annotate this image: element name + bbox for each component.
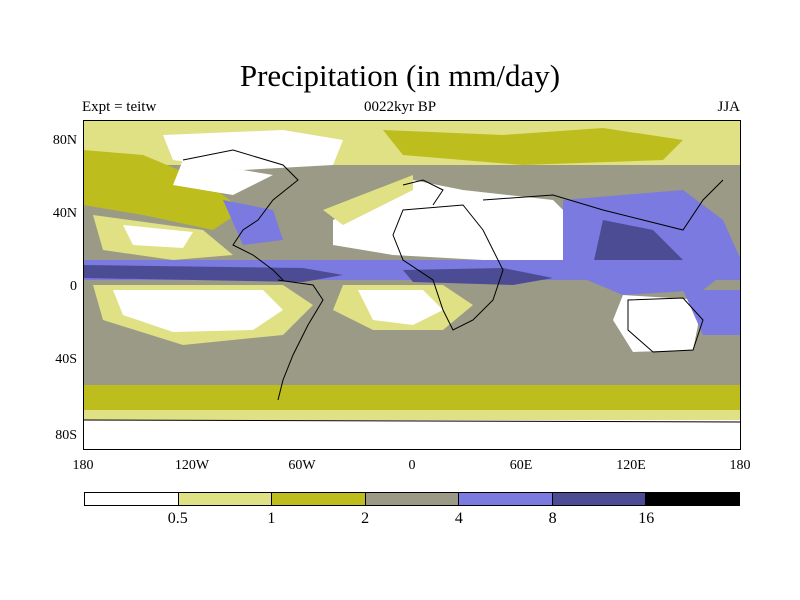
north-pacific-olive: [83, 150, 243, 230]
color-bar-label: 4: [454, 510, 463, 527]
lat-tick-80n: 80N: [52, 133, 77, 148]
color-bar-box: [459, 493, 553, 505]
ne-pacific-dry: [123, 225, 193, 248]
antarctica-dry: [83, 420, 741, 450]
map-frame: [83, 120, 741, 450]
south-america-coast: [277, 279, 324, 401]
europe-coast: [402, 179, 444, 206]
time-label: 0022kyr BP: [363, 99, 437, 115]
southern-ocean-gray: [83, 355, 741, 385]
africa-coast: [392, 204, 504, 331]
lon-tick-180w: 180: [72, 458, 94, 473]
color-bar-box: [272, 493, 366, 505]
color-bar-box: [646, 493, 740, 505]
lon-tick-0: 0: [408, 458, 416, 473]
arctic-dry-patch: [163, 130, 343, 170]
color-bar-box: [85, 493, 179, 505]
south-pacific-dry: [113, 290, 283, 332]
north-america-dry: [173, 160, 273, 195]
color-bar-box: [178, 493, 273, 505]
lat-tick-0: 0: [70, 279, 77, 294]
lat-tick-80s: 80S: [55, 428, 77, 443]
north-america-coast: [182, 149, 299, 281]
north-america-monsoon: [223, 200, 283, 245]
australia-dry: [613, 295, 703, 352]
color-bar-label: 8: [548, 510, 557, 527]
color-bar-label: 0.5: [167, 510, 188, 527]
lon-tick-120w: 120W: [174, 458, 210, 473]
color-bar-label: 1: [267, 510, 276, 527]
north-atlantic-light: [323, 175, 413, 225]
experiment-label: Expt = teitw: [82, 99, 157, 115]
lat-tick-40s: 40S: [55, 352, 77, 367]
lat-tick-40n: 40N: [52, 206, 77, 221]
plot-title: Precipitation (in mm/day): [239, 58, 561, 93]
pacific-itcz-navy: [83, 265, 343, 282]
color-bar-box: [365, 493, 460, 505]
antarctica-coast: [83, 419, 741, 423]
eurasia-olive: [383, 128, 683, 165]
precipitation-map: [83, 120, 741, 450]
atlantic-africa-itcz-navy: [403, 268, 553, 285]
south-atlantic-dry: [358, 290, 443, 325]
australia-coast: [627, 297, 704, 353]
season-label: JJA: [717, 99, 740, 115]
color-bar: [84, 492, 740, 506]
color-bar-box: [552, 493, 647, 505]
color-bar-label: 16: [638, 510, 655, 527]
lon-tick-60w: 60W: [288, 458, 316, 473]
antarctic-fringe: [83, 410, 741, 420]
lon-tick-120e: 120E: [616, 458, 646, 473]
map-canvas: [83, 120, 741, 450]
color-bar-label: 2: [361, 510, 370, 527]
sw-pacific-blue: [683, 290, 741, 335]
lon-tick-60e: 60E: [509, 458, 533, 473]
asia-coast: [482, 179, 724, 231]
coastlines: [83, 149, 741, 423]
lon-tick-180e: 180: [729, 458, 751, 473]
